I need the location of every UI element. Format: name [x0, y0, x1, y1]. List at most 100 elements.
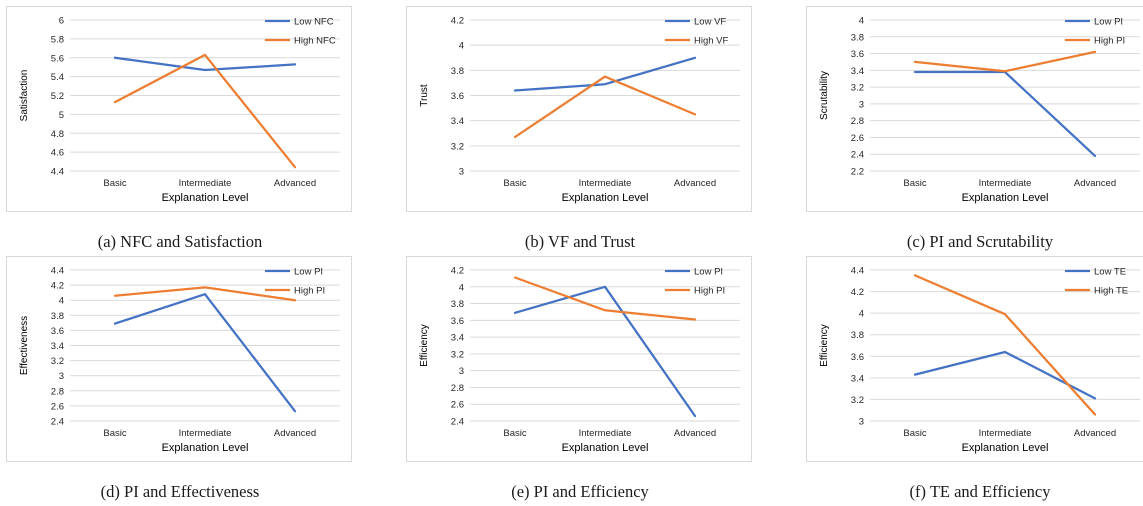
y-tick-label: 4: [59, 296, 64, 307]
line-chart: 4.4 4.6 4.8 5 5.2 5.4 5.6 5.8 6 Basic Intermediate…: [19, 16, 340, 204]
y-tick-label: 4.2: [851, 287, 864, 298]
series-line-high: [913, 274, 1097, 416]
y-axis-title: Efficiency: [819, 324, 830, 367]
y-tick-label: 5: [59, 110, 64, 121]
x-tick-label: Intermediate: [179, 178, 232, 189]
y-tick-label: 4: [859, 309, 864, 320]
legend-label: High VF: [694, 36, 729, 47]
y-tick-label: 4.4: [51, 266, 64, 277]
y-tick-label: 3.4: [851, 373, 864, 384]
y-tick-label: 2.6: [51, 401, 64, 412]
y-tick-label: 4: [859, 16, 864, 27]
chart-frame: 2.4 2.6 2.8 3 3.2 3.4 3.6 3.8 4 4.2 Basic Intermedi…: [406, 256, 752, 462]
y-axis-title: Effectiveness: [19, 316, 30, 375]
x-tick-label: Basic: [503, 428, 526, 439]
y-tick-label: 3.8: [51, 311, 64, 322]
chart-frame: 3 3.2 3.4 3.6 3.8 4 4.2 4.4 Basic Intermediate Adv…: [806, 256, 1143, 462]
series-line-low: [113, 293, 297, 413]
series-line-low: [513, 56, 697, 92]
y-tick-label: 4: [459, 282, 464, 293]
y-tick-label: 3.4: [451, 116, 464, 127]
y-tick-label: 3: [459, 366, 464, 377]
y-tick-label: 2.4: [451, 417, 464, 428]
x-axis-title: Explanation Level: [962, 192, 1049, 204]
chart-caption: (f) TE and Efficiency: [909, 482, 1051, 501]
y-tick-label: 3.4: [851, 66, 864, 77]
y-tick-label: 3.4: [51, 341, 64, 352]
x-tick-label: Intermediate: [179, 428, 232, 439]
legend-label: High TE: [1094, 286, 1128, 297]
y-tick-label: 3: [59, 371, 64, 382]
series-line-high: [913, 50, 1097, 73]
y-tick-label: 3.2: [851, 83, 864, 94]
y-tick-label: 5.4: [51, 72, 64, 83]
y-tick-label: 2.6: [851, 133, 864, 144]
x-tick-label: Basic: [903, 428, 926, 439]
y-axis-title: Scrutability: [819, 71, 830, 120]
chart-frame: 2.2 2.4 2.6 2.8 3 3.2 3.4 3.6 3.8 4 Basic Intermedi…: [806, 6, 1143, 212]
y-tick-label: 3.8: [451, 66, 464, 77]
y-tick-label: 3.2: [851, 395, 864, 406]
chart-frame: 3 3.2 3.4 3.6 3.8 4 4.2 Basic Intermediate Advanc…: [406, 6, 752, 212]
y-tick-label: 2.2: [851, 167, 864, 178]
x-tick-label: Intermediate: [979, 428, 1032, 439]
legend-label: High PI: [294, 286, 325, 297]
y-tick-label: 5.8: [51, 34, 64, 45]
chart-frame: 2.4 2.6 2.8 3 3.2 3.4 3.6 3.8 4 4.2 4.4 Basic Interm…: [6, 256, 352, 462]
series-line-high: [113, 53, 297, 169]
x-tick-label: Advanced: [674, 428, 716, 439]
line-chart: 3 3.2 3.4 3.6 3.8 4 4.2 Basic Intermediate Advanc…: [419, 16, 740, 204]
y-tick-label: 3.8: [451, 299, 464, 310]
line-chart: 2.4 2.6 2.8 3 3.2 3.4 3.6 3.8 4 4.2 Basic Intermedi…: [419, 266, 740, 454]
chart-caption: (b) VF and Trust: [524, 232, 636, 251]
y-tick-label: 3.6: [451, 316, 464, 327]
x-axis-title: Explanation Level: [562, 442, 649, 454]
x-axis-title: Explanation Level: [162, 192, 249, 204]
series-line-low: [513, 285, 697, 418]
y-tick-label: 3.6: [851, 49, 864, 60]
series-line-low: [913, 350, 1097, 400]
x-tick-label: Intermediate: [979, 178, 1032, 189]
y-tick-label: 2.8: [51, 386, 64, 397]
y-tick-label: 2.8: [451, 383, 464, 394]
chart-caption: (e) PI and Efficiency: [511, 482, 649, 501]
x-axis-title: Explanation Level: [162, 442, 249, 454]
line-chart: 2.4 2.6 2.8 3 3.2 3.4 3.6 3.8 4 4.2 4.4 Basic Interm…: [19, 266, 340, 454]
x-axis-title: Explanation Level: [562, 192, 649, 204]
chart-frame: 4.4 4.6 4.8 5 5.2 5.4 5.6 5.8 6 Basic Intermediate…: [6, 6, 352, 212]
y-tick-label: 4.4: [51, 167, 64, 178]
line-chart: 2.2 2.4 2.6 2.8 3 3.2 3.4 3.6 3.8 4 Basic Intermedi…: [819, 16, 1140, 204]
x-tick-label: Basic: [503, 178, 526, 189]
y-tick-label: 2.4: [851, 150, 864, 161]
x-tick-label: Advanced: [1074, 178, 1116, 189]
series-line-low: [913, 70, 1097, 158]
y-tick-label: 2.8: [851, 116, 864, 127]
x-tick-label: Basic: [103, 428, 126, 439]
legend-label: High PI: [694, 286, 725, 297]
x-tick-label: Advanced: [274, 178, 316, 189]
y-tick-label: 3.6: [451, 91, 464, 102]
y-tick-label: 4: [459, 41, 464, 52]
chart-caption: (a) NFC and Satisfaction: [97, 232, 263, 251]
legend-label: Low TE: [1094, 267, 1126, 278]
chart-caption: (c) PI and Scrutability: [906, 232, 1054, 251]
legend-label: Low NFC: [294, 17, 334, 28]
y-tick-label: 4.2: [451, 16, 464, 27]
x-tick-label: Advanced: [274, 428, 316, 439]
y-tick-label: 3: [859, 99, 864, 110]
legend-label: Low PI: [294, 267, 323, 278]
y-tick-label: 4.2: [451, 266, 464, 277]
y-tick-label: 3.6: [51, 326, 64, 337]
y-tick-label: 4.4: [851, 266, 864, 277]
x-tick-label: Intermediate: [579, 178, 632, 189]
y-tick-label: 4.6: [51, 148, 64, 159]
x-axis-title: Explanation Level: [962, 442, 1049, 454]
series-line-high: [113, 286, 297, 302]
x-tick-label: Basic: [903, 178, 926, 189]
y-tick-label: 5.6: [51, 53, 64, 64]
y-axis-title: Satisfaction: [19, 70, 30, 122]
legend-label: High NFC: [294, 36, 336, 47]
line-chart: 3 3.2 3.4 3.6 3.8 4 4.2 4.4 Basic Intermediate Adv…: [819, 266, 1140, 454]
y-tick-label: 3.4: [451, 333, 464, 344]
y-tick-label: 3: [859, 417, 864, 428]
